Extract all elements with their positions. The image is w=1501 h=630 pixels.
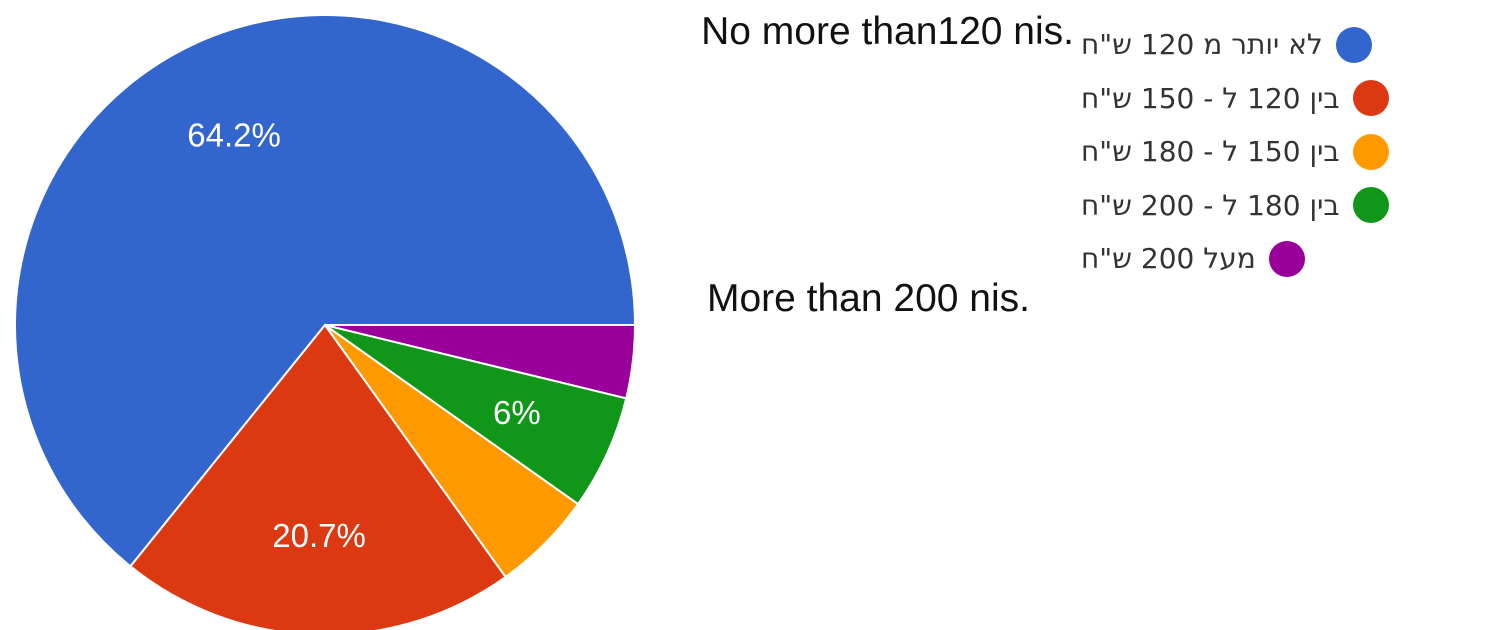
legend-item-no-more-than-120: לא יותר מ 120 ש"ח: [1081, 18, 1501, 72]
legend-label: לא יותר מ 120 ש"ח: [1081, 28, 1323, 62]
legend-swatch-red: [1352, 80, 1389, 117]
annotation-no-more-than-120: No more than120 nis.: [701, 10, 1074, 53]
legend-label: בין 150 ל - 180 ש"ח: [1081, 135, 1340, 169]
pie-slice-1: [129, 323, 508, 630]
legend-item-180-200: בין 180 ל - 200 ש"ח: [1081, 179, 1501, 233]
legend-swatch-orange: [1352, 133, 1389, 170]
slice-value-label-0: 64.2%: [187, 116, 281, 153]
legend-label: בין 120 ל - 150 ש"ח: [1081, 81, 1340, 115]
legend-item-120-150: בין 120 ל - 150 ש"ח: [1081, 72, 1501, 126]
legend-label: מעל 200 ש"ח: [1081, 242, 1256, 276]
legend-item-more-than-200: מעל 200 ש"ח: [1081, 232, 1501, 286]
legend-swatch-green: [1352, 187, 1389, 224]
legend-label: בין 180 ל - 200 ש"ח: [1081, 188, 1340, 222]
pie-slice-0: [14, 14, 637, 568]
legend-swatch-purple: [1268, 240, 1305, 277]
pie-slice-4: [324, 324, 637, 400]
legend-item-150-180: בין 150 ל - 180 ש"ח: [1081, 125, 1501, 179]
slice-value-label-1: 20.7%: [272, 517, 366, 554]
legend-swatch-blue: [1335, 26, 1372, 63]
slice-value-label-3: 6%: [493, 394, 541, 431]
pie-chart: 64.2% 20.7% 6%: [14, 14, 637, 630]
legend: לא יותר מ 120 ש"ח בין 120 ל - 150 ש"ח בי…: [1081, 18, 1501, 286]
annotation-more-than-200: More than 200 nis.: [706, 277, 1030, 320]
